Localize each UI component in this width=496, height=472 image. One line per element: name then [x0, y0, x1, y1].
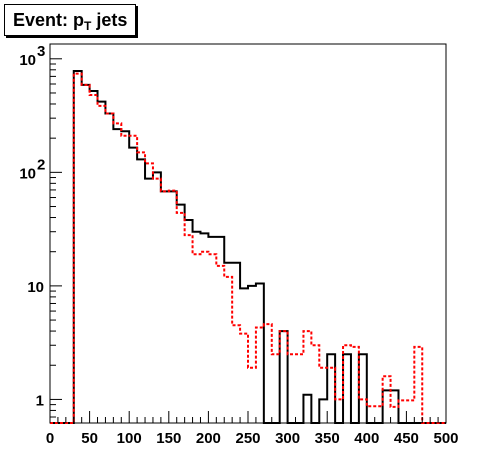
x-tick-label: 100 [117, 430, 142, 447]
title-subscript: T [84, 19, 92, 33]
x-tick-label: 300 [275, 430, 300, 447]
y-tick-exponent: 3 [37, 43, 45, 60]
x-tick-label: 200 [196, 430, 221, 447]
series-1-line [50, 72, 446, 424]
x-tick-label: 0 [46, 430, 54, 447]
x-tick-label: 250 [235, 430, 260, 447]
y-tick-exponent: 2 [37, 156, 45, 173]
x-tick-label: 450 [394, 430, 419, 447]
y-tick-label: 10 [19, 52, 36, 69]
y-tick-label: 10 [27, 279, 44, 296]
chart-title: Event: p T jets [4, 4, 137, 36]
x-tick-label: 350 [315, 430, 340, 447]
y-tick-label: 1 [36, 392, 44, 409]
title-prefix: Event: p [13, 9, 85, 30]
y-tick-label: 10 [19, 165, 36, 182]
series-0-line [50, 70, 446, 424]
title-suffix: jets [96, 9, 128, 30]
x-tick-label: 400 [354, 430, 379, 447]
x-tick-label: 150 [156, 430, 181, 447]
x-tick-label: 50 [81, 430, 98, 447]
x-tick-label: 500 [433, 430, 458, 447]
